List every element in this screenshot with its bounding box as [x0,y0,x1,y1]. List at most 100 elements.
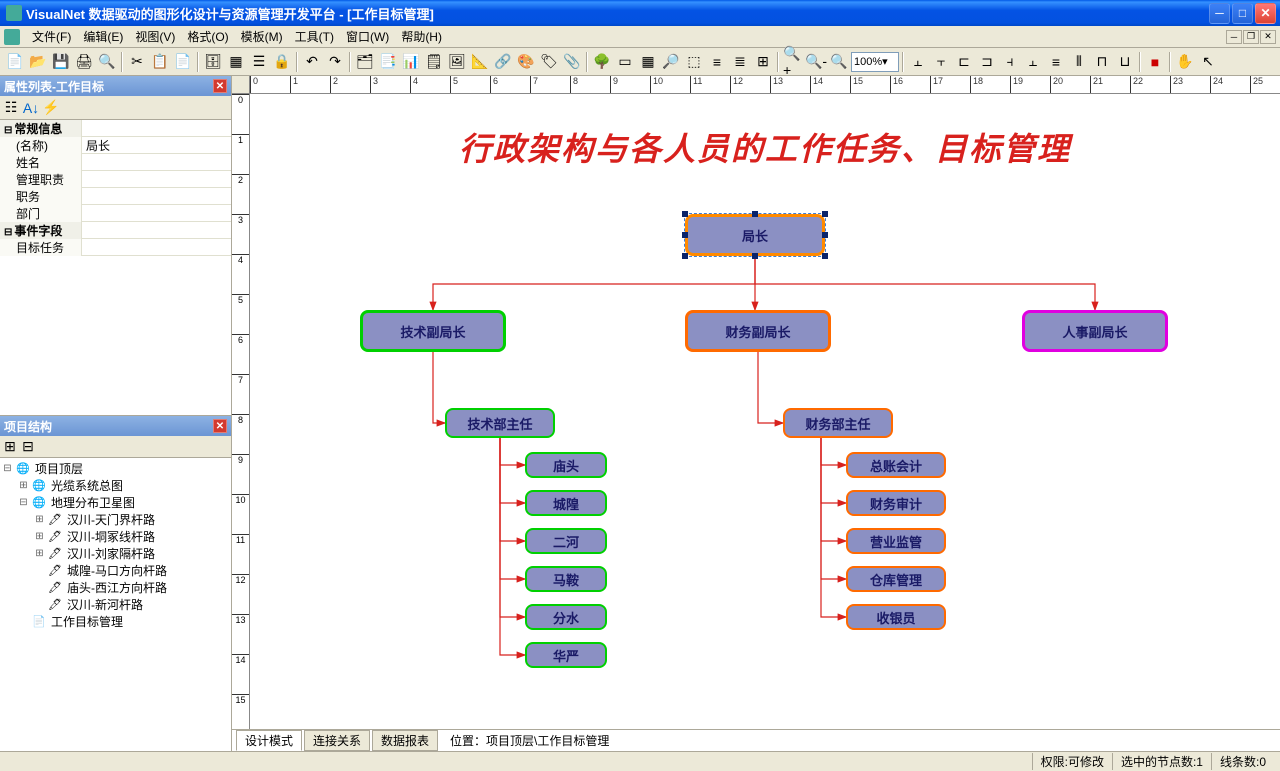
tool-15[interactable]: ⬚ [683,51,705,73]
selection-handle[interactable] [822,232,828,238]
pointer-button[interactable]: ↖ [1197,51,1219,73]
tool-17[interactable]: ≣ [729,51,751,73]
selection-handle[interactable] [682,211,688,217]
tree-node[interactable]: ⊞🖊汉川-刘家隔杆路 [2,545,229,562]
org-node[interactable]: 马鞍 [525,566,607,592]
align-5[interactable]: ⫞ [999,51,1021,73]
menu-item[interactable]: 窗口(W) [340,26,395,47]
color-button[interactable]: ■ [1144,51,1166,73]
selection-handle[interactable] [682,232,688,238]
zoom-in-button[interactable]: 🔍+ [782,51,804,73]
copy-button[interactable]: 📋 [149,51,171,73]
pan-button[interactable]: ✋ [1174,51,1196,73]
tool-3[interactable]: 📊 [400,51,422,73]
print-button[interactable]: 🖨 [73,51,95,73]
org-node[interactable]: 分水 [525,604,607,630]
tool-18[interactable]: ⊞ [752,51,774,73]
tool-9[interactable]: 🏷 [538,51,560,73]
grid-button[interactable]: ▦ [225,51,247,73]
selection-handle[interactable] [752,253,758,259]
tree-node[interactable]: 📄工作目标管理 [2,613,229,630]
tool-5[interactable]: 🖼 [446,51,468,73]
tool-4[interactable]: 🗒 [423,51,445,73]
lock-button[interactable]: 🔒 [271,51,293,73]
proj-collapse-button[interactable]: ⊟ [20,439,36,455]
paste-button[interactable]: 📄 [172,51,194,73]
new-button[interactable]: 📄 [4,51,26,73]
menu-item[interactable]: 模板(M) [235,26,289,47]
bottom-tab[interactable]: 连接关系 [304,730,370,751]
org-node[interactable]: 庙头 [525,452,607,478]
org-node[interactable]: 华严 [525,642,607,668]
org-node[interactable]: 总账会计 [846,452,946,478]
property-value[interactable]: 局长 [82,137,231,154]
org-node[interactable]: 技术部主任 [445,408,555,438]
menu-item[interactable]: 视图(V) [129,26,181,47]
mdi-close-button[interactable]: ✕ [1260,30,1276,44]
mdi-minimize-button[interactable]: ─ [1226,30,1242,44]
org-node[interactable]: 营业监管 [846,528,946,554]
proj-expand-button[interactable]: ⊞ [2,439,18,455]
org-node[interactable]: 二河 [525,528,607,554]
tool-16[interactable]: ≡ [706,51,728,73]
prop-az-button[interactable]: A↓ [22,99,40,117]
save-button[interactable]: 💾 [50,51,72,73]
align-2[interactable]: ⫟ [930,51,952,73]
menu-item[interactable]: 文件(F) [26,26,77,47]
zoom-out-button[interactable]: 🔍- [805,51,827,73]
selection-handle[interactable] [682,253,688,259]
selection-handle[interactable] [822,211,828,217]
tree-node[interactable]: 🖊庙头-西江方向杆路 [2,579,229,596]
tree-node[interactable]: ⊞🌐光缆系统总图 [2,477,229,494]
menu-item[interactable]: 格式(O) [181,26,234,47]
align-1[interactable]: ⫠ [907,51,929,73]
tree-node[interactable]: ⊟🌐地理分布卫星图 [2,494,229,511]
diagram-canvas[interactable]: 行政架构与各人员的工作任务、目标管理 局长技术副局长财务副局长人事副局长技术部主… [250,94,1280,729]
undo-button[interactable]: ↶ [301,51,323,73]
redo-button[interactable]: ↷ [324,51,346,73]
selection-handle[interactable] [752,211,758,217]
zoom-combo[interactable]: 100%▾ [851,52,899,72]
tool-6[interactable]: 📐 [469,51,491,73]
tool-7[interactable]: 🔗 [492,51,514,73]
property-group[interactable]: 事件字段 [0,222,82,239]
menu-item[interactable]: 帮助(H) [395,26,448,47]
tool-13[interactable]: ▦ [637,51,659,73]
zoom-fit-button[interactable]: 🔍 [828,51,850,73]
org-node[interactable]: 收银员 [846,604,946,630]
tool-2[interactable]: 📑 [377,51,399,73]
tree-node[interactable]: 🖊汉川-新河杆路 [2,596,229,613]
minimize-button[interactable]: ─ [1209,3,1230,24]
tool-1[interactable]: 🗂 [354,51,376,73]
align-4[interactable]: ⊐ [976,51,998,73]
close-button[interactable]: ✕ [1255,3,1276,24]
align-6[interactable]: ⫠ [1022,51,1044,73]
tool-10[interactable]: 📎 [561,51,583,73]
align-7[interactable]: ≡ [1045,51,1067,73]
align-10[interactable]: ⊔ [1114,51,1136,73]
bottom-tab[interactable]: 数据报表 [372,730,438,751]
org-node[interactable]: 财务部主任 [783,408,893,438]
db-button[interactable]: 🗄 [202,51,224,73]
selection-handle[interactable] [822,253,828,259]
org-node[interactable]: 局长 [685,214,825,256]
org-node[interactable]: 城隍 [525,490,607,516]
tool-8[interactable]: 🎨 [515,51,537,73]
project-panel-close-button[interactable]: ✕ [213,419,227,433]
tree-node[interactable]: ⊟🌐项目顶层 [2,460,229,477]
menu-item[interactable]: 编辑(E) [77,26,129,47]
property-panel-close-button[interactable]: ✕ [213,79,227,93]
open-button[interactable]: 📂 [27,51,49,73]
prop-cat-button[interactable]: ☷ [2,99,20,117]
org-node[interactable]: 财务审计 [846,490,946,516]
align-8[interactable]: ⦀ [1068,51,1090,73]
mdi-restore-button[interactable]: ❐ [1243,30,1259,44]
project-tree[interactable]: ⊟🌐项目顶层⊞🌐光缆系统总图⊟🌐地理分布卫星图⊞🖊汉川-天门界杆路⊞🖊汉川-垌冢… [0,458,231,751]
tree-node[interactable]: ⊞🖊汉川-天门界杆路 [2,511,229,528]
align-9[interactable]: ⊓ [1091,51,1113,73]
find-button[interactable]: 🔎 [660,51,682,73]
org-node[interactable]: 仓库管理 [846,566,946,592]
tool-12[interactable]: ▭ [614,51,636,73]
maximize-button[interactable]: □ [1232,3,1253,24]
preview-button[interactable]: 🔍 [96,51,118,73]
